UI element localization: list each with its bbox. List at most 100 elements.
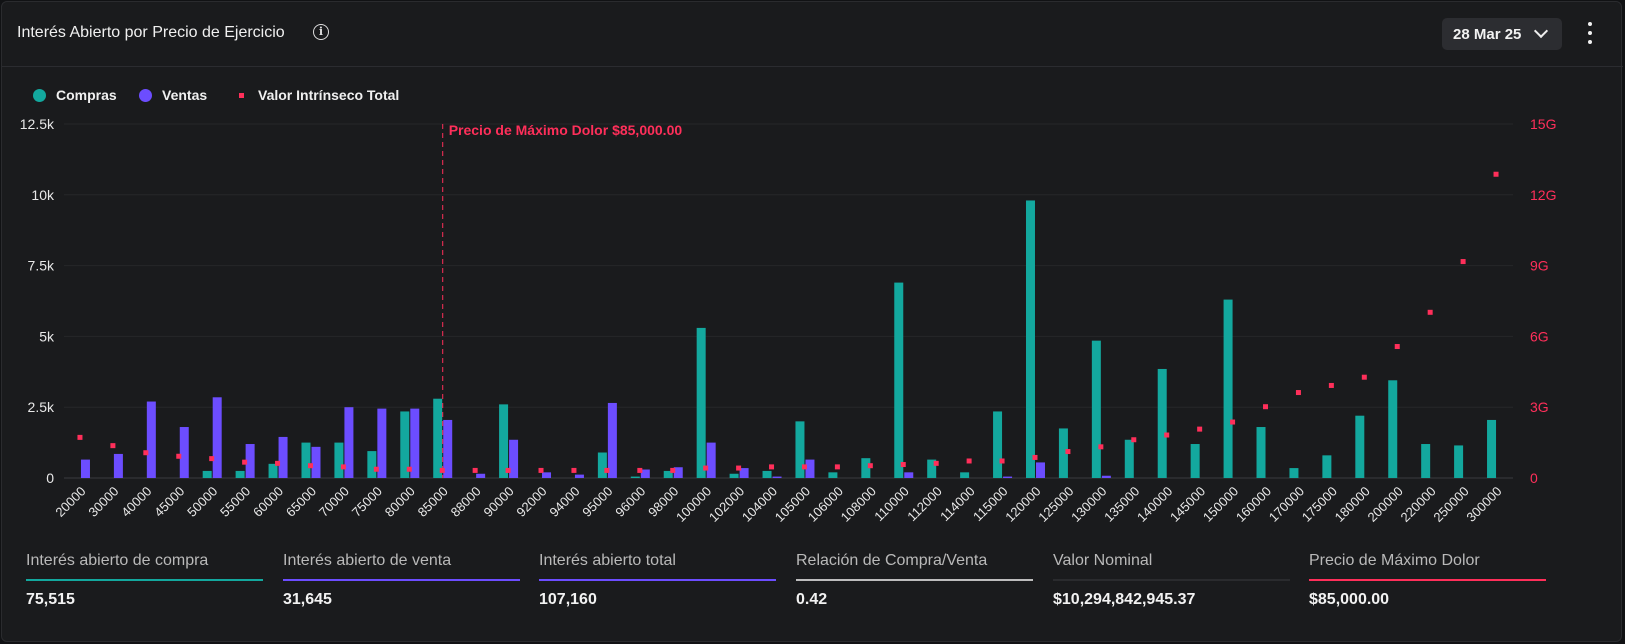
point-valor-intrinseco	[999, 458, 1005, 464]
x-tick-label: 140000	[1134, 484, 1175, 525]
bar-compras	[762, 470, 772, 478]
point-valor-intrinseco	[242, 459, 248, 465]
card-header: Interés Abierto por Precio de Ejercicio …	[2, 2, 1623, 67]
bar-compras	[1289, 468, 1299, 478]
point-valor-intrinseco	[143, 450, 149, 456]
x-tick-label: 50000	[184, 484, 220, 520]
legend-item-ventas[interactable]: Ventas	[139, 87, 207, 103]
stat-value: $85,000.00	[1309, 591, 1390, 608]
stat-underline	[1309, 579, 1546, 581]
more-options-icon[interactable]	[1586, 22, 1594, 46]
bar-compras	[334, 442, 344, 478]
x-tick-label: 60000	[250, 484, 286, 520]
point-valor-intrinseco	[1328, 382, 1334, 388]
point-valor-intrinseco	[867, 463, 873, 469]
x-tick-label: 130000	[1068, 484, 1109, 525]
x-tick-label: 102000	[706, 484, 747, 525]
bar-ventas	[640, 469, 650, 478]
bar-compras	[301, 442, 311, 478]
point-valor-intrinseco	[1230, 419, 1236, 425]
stat-value: 0.42	[796, 591, 828, 608]
stat-4: Relación de Compra/Venta 0.42	[796, 552, 1033, 609]
x-tick-label: 104000	[739, 484, 780, 525]
x-tick-label: 55000	[217, 484, 253, 520]
stat-underline	[26, 579, 263, 581]
stat-label: Precio de Máximo Dolor	[1309, 552, 1480, 569]
x-tick-label: 200000	[1365, 484, 1406, 525]
x-tick-label: 96000	[612, 484, 648, 520]
point-valor-intrinseco	[472, 467, 478, 473]
bar-ventas	[344, 407, 354, 478]
x-tick-label: 300000	[1463, 484, 1504, 525]
bar-compras	[499, 404, 509, 478]
x-tick-label: 175000	[1299, 484, 1340, 525]
x-tick-label: 105000	[772, 484, 813, 525]
x-tick-label: 65000	[283, 484, 319, 520]
y-left-tick-label: 5k	[39, 328, 55, 344]
x-tick-label: 112000	[904, 484, 945, 525]
bar-compras	[1388, 380, 1398, 478]
x-tick-label: 85000	[415, 484, 451, 520]
x-tick-label: 100000	[673, 484, 714, 525]
legend-circle-icon	[33, 88, 46, 102]
point-valor-intrinseco	[933, 460, 939, 466]
point-valor-intrinseco	[1460, 259, 1466, 265]
bar-compras	[1025, 200, 1035, 479]
bar-compras	[663, 470, 673, 478]
x-tick-label: 20000	[52, 484, 88, 520]
bar-compras	[1355, 415, 1365, 478]
info-icon[interactable]: i	[313, 24, 329, 40]
y-left-tick-label: 12.5k	[20, 116, 55, 132]
x-tick-label: 220000	[1398, 484, 1439, 525]
point-valor-intrinseco	[703, 465, 709, 471]
point-valor-intrinseco	[1197, 426, 1203, 432]
y-left-tick-label: 0	[46, 470, 54, 486]
bar-compras	[1322, 455, 1332, 478]
point-valor-intrinseco	[1032, 454, 1038, 460]
x-tick-label: 125000	[1035, 484, 1076, 525]
y-right-tick-label: 9G	[1530, 258, 1549, 274]
point-valor-intrinseco	[1493, 171, 1499, 177]
legend-item-valor-intrinseco[interactable]: Valor Intrínseco Total	[235, 87, 399, 103]
bar-ventas	[311, 446, 321, 478]
bar-compras	[828, 472, 838, 478]
bar-ventas	[1101, 475, 1111, 478]
bar-compras	[1223, 299, 1233, 478]
x-tick-label: 94000	[546, 484, 582, 520]
stat-2: Interés abierto de venta 31,645	[283, 552, 520, 609]
expiry-date-dropdown[interactable]: 28 Mar 25	[1442, 18, 1562, 50]
x-tick-label: 90000	[481, 484, 517, 520]
point-valor-intrinseco	[1098, 444, 1104, 450]
stat-label: Valor Nominal	[1053, 552, 1153, 569]
point-valor-intrinseco	[637, 467, 643, 473]
bar-compras	[960, 472, 970, 478]
x-tick-label: 145000	[1167, 484, 1208, 525]
bar-compras	[400, 411, 410, 478]
point-valor-intrinseco	[373, 466, 379, 472]
x-tick-label: 108000	[838, 484, 879, 525]
bar-ventas	[146, 401, 156, 478]
stat-value: 31,645	[283, 591, 332, 608]
bar-ventas	[739, 468, 749, 478]
bar-ventas	[607, 402, 617, 478]
point-valor-intrinseco	[1131, 437, 1137, 443]
bar-ventas	[574, 474, 584, 478]
x-tick-label: 180000	[1332, 484, 1373, 525]
stat-label: Interés abierto de compra	[26, 552, 209, 569]
legend-item-compras[interactable]: Compras	[33, 87, 117, 103]
x-tick-label: 80000	[382, 484, 418, 520]
point-valor-intrinseco	[1164, 432, 1170, 438]
x-tick-label: 40000	[118, 484, 154, 520]
point-valor-intrinseco	[1263, 404, 1269, 410]
x-tick-label: 88000	[448, 484, 484, 520]
bar-ventas	[245, 444, 255, 478]
bar-compras	[235, 470, 245, 478]
legend-square-icon	[239, 92, 244, 98]
x-tick-label: 30000	[85, 484, 121, 520]
bar-compras	[630, 476, 640, 478]
point-valor-intrinseco	[538, 467, 544, 473]
bar-compras	[927, 459, 937, 478]
max-pain-label: Precio de Máximo Dolor $85,000.00	[449, 122, 683, 138]
point-valor-intrinseco	[176, 453, 182, 459]
bar-ventas	[443, 419, 453, 478]
